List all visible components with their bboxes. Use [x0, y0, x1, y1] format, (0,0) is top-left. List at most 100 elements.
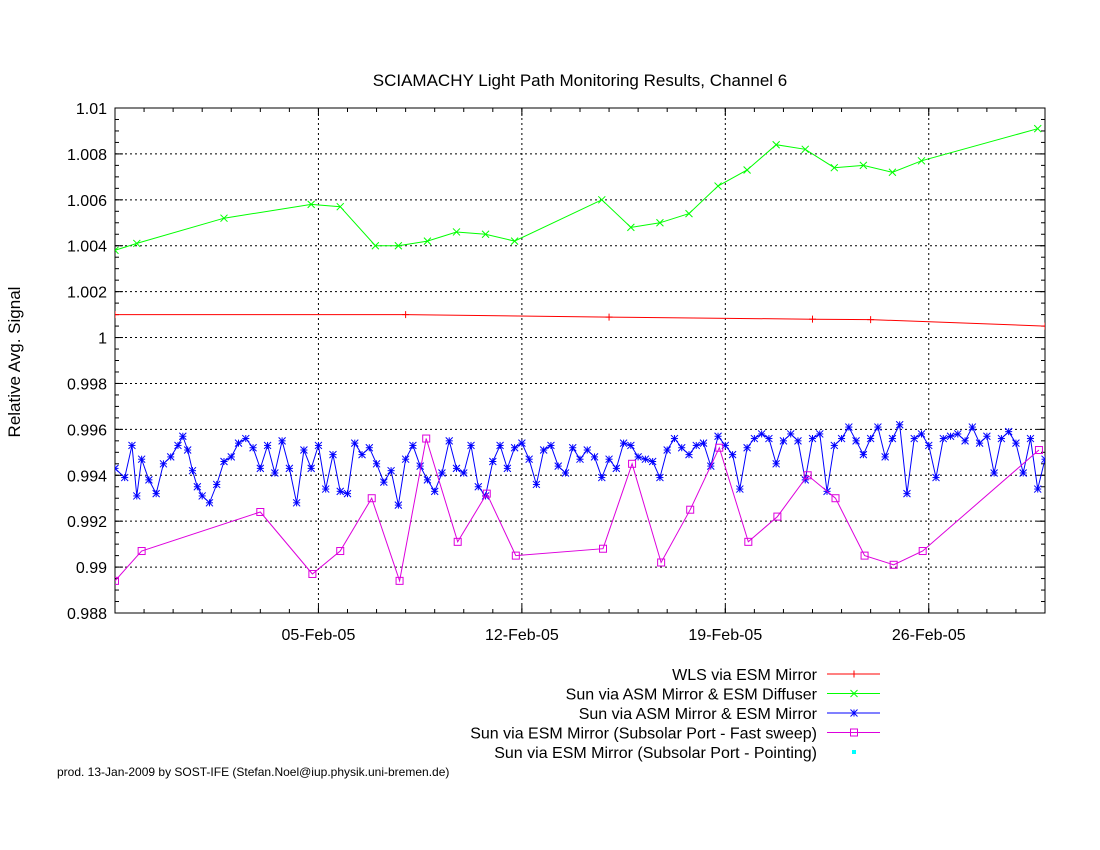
series-3-point [379, 478, 388, 487]
series-2-point [917, 156, 926, 165]
series-3-point [459, 469, 468, 477]
series-3-point [510, 443, 519, 452]
series-3-point [866, 434, 875, 443]
series-2-point [830, 163, 839, 172]
series-1 [115, 311, 1045, 330]
series-4-point [831, 494, 840, 503]
legend-label: Sun via ASM Mirror & ESM Mirror [579, 706, 818, 723]
series-3-point [874, 423, 882, 431]
series-3-point [910, 434, 919, 443]
series-3-point [568, 443, 577, 452]
series-3-point [518, 439, 526, 447]
series-3-point [634, 453, 642, 461]
series-3-point [285, 464, 294, 473]
series-3-point [990, 469, 998, 477]
series-3-point [932, 473, 940, 482]
series-4-point [115, 576, 119, 585]
series-3-point [256, 464, 265, 473]
series-3-point [997, 434, 1006, 443]
series-3-point [174, 441, 182, 450]
series-2-point [714, 182, 722, 190]
series-3-point [765, 434, 773, 443]
series-3-point [115, 464, 119, 473]
series-3-point [532, 480, 541, 489]
series-3 [115, 420, 1045, 509]
series-2-point [888, 168, 897, 177]
series-3-point [612, 464, 621, 473]
series-3-point [924, 441, 933, 450]
series-3-point [188, 466, 197, 475]
series-2 [115, 124, 1042, 255]
series-1-point [115, 311, 119, 319]
series-3-point [132, 492, 141, 500]
series-3-point [895, 420, 904, 429]
series-3-point [503, 464, 512, 473]
series-3-point [205, 498, 214, 507]
series-3-point [198, 492, 207, 500]
legend-swatch-marker [850, 709, 858, 717]
series-1-point [402, 311, 410, 319]
series-3-point [1004, 427, 1013, 436]
series-3-point [975, 439, 984, 447]
x-tick-label: 26-Feb-05 [892, 627, 966, 644]
series-3-point [1041, 455, 1045, 464]
series-3-point [576, 455, 584, 464]
series-2-point [132, 239, 141, 248]
series-4-point [860, 551, 869, 560]
series-4-point [308, 569, 317, 578]
series-3-point [714, 432, 722, 441]
series-4-point [395, 576, 404, 585]
series-3-point [677, 443, 686, 452]
series-3-point [358, 450, 366, 459]
y-tick-label: 1.006 [67, 193, 107, 210]
series-3-point [329, 450, 337, 459]
series-3-point [844, 423, 853, 431]
series-3-point [249, 443, 257, 452]
legend-entry: Sun via ASM Mirror & ESM Mirror [579, 706, 880, 723]
y-tick-label: 0.988 [67, 606, 107, 623]
series-3-point [292, 498, 301, 507]
series-3-point [423, 476, 432, 484]
series-3-point [178, 432, 187, 441]
series-4-point [657, 558, 666, 567]
series-2-point [336, 202, 345, 211]
series-2-point [656, 218, 664, 227]
series-2-point [743, 166, 751, 174]
y-tick-label: 1.004 [67, 239, 107, 256]
series-3-point [539, 446, 548, 454]
series-4-point [137, 547, 146, 556]
series-3-point [961, 436, 969, 445]
series-3-point [786, 430, 795, 438]
series-3-point [394, 501, 403, 509]
series-3-point [525, 455, 533, 464]
legend-entry: WLS via ESM Mirror [672, 667, 880, 684]
series-2-point [510, 237, 519, 245]
series-1-point [867, 316, 875, 324]
series-3-point [1033, 485, 1042, 493]
legend-label: Sun via ESM Mirror (Subsolar Port - Fast… [470, 726, 817, 743]
series-3-point [220, 457, 228, 466]
series-4-point [511, 551, 520, 560]
series-2-point [627, 223, 635, 232]
series-3-point [808, 434, 817, 443]
series-1-point [809, 315, 816, 323]
legend-swatch-marker [850, 670, 858, 678]
series-2-point [1033, 124, 1042, 133]
series-3-point [605, 455, 613, 464]
series-2-line [115, 128, 1038, 251]
x-tick-label: 12-Feb-05 [485, 627, 559, 644]
series-3-point [401, 455, 410, 464]
series-4-point [453, 537, 462, 546]
series-2-point [220, 214, 228, 223]
series-3-point [685, 450, 693, 459]
series-3-point [735, 485, 744, 493]
series-3-point [750, 434, 759, 443]
series-3-point [438, 469, 446, 477]
series-3-point [321, 485, 330, 493]
series-2-point [394, 241, 403, 250]
legend-entry: Sun via ESM Mirror (Subsolar Port - Poin… [494, 745, 856, 762]
series-3-point [815, 430, 824, 438]
series-3-point [590, 453, 599, 461]
series-2-point [597, 195, 606, 204]
